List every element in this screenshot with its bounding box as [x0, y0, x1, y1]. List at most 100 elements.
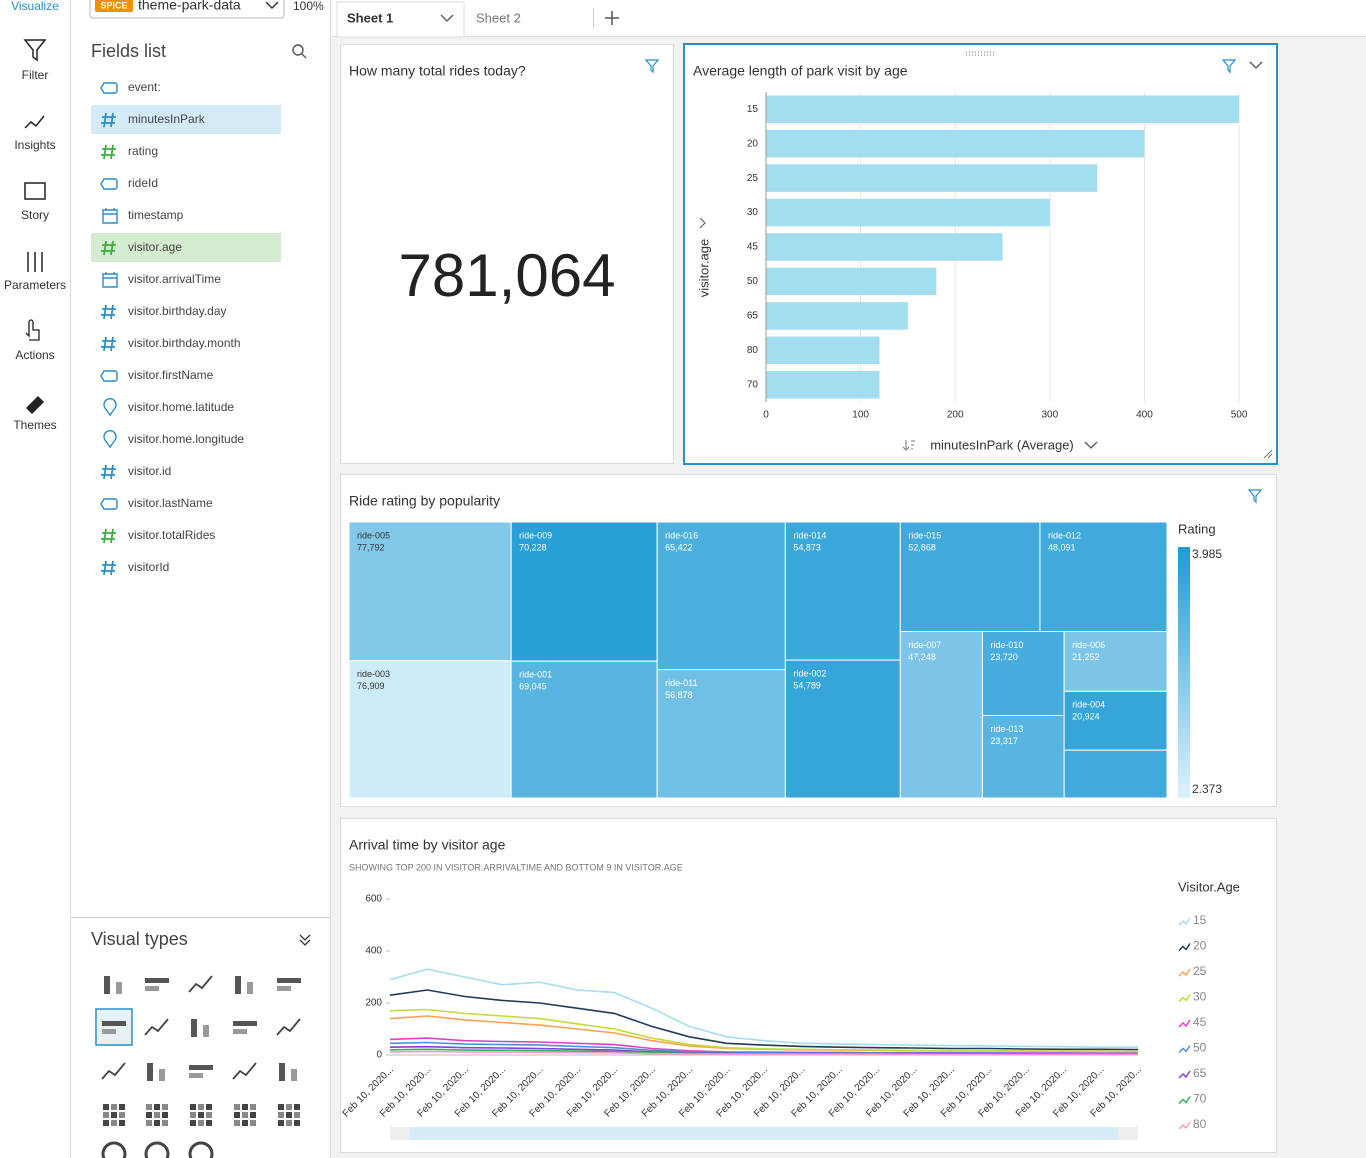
visual-type-icon[interactable] — [278, 1104, 284, 1110]
field-name[interactable]: visitor.totalRides — [128, 528, 215, 542]
sort-icon[interactable] — [902, 440, 915, 451]
axis-menu[interactable] — [1084, 441, 1098, 449]
visual-type-icon[interactable] — [233, 1021, 257, 1026]
visual-type-icon[interactable] — [198, 1120, 204, 1126]
visual-type-icon[interactable] — [276, 1018, 301, 1036]
visual-type-icon[interactable] — [250, 1112, 256, 1118]
visual-type-icon[interactable] — [277, 978, 301, 983]
visual-type-icon[interactable] — [154, 1112, 160, 1118]
nav-label[interactable]: Filter — [22, 68, 49, 82]
visual-type-icon[interactable] — [119, 1112, 125, 1118]
treemap-cell[interactable] — [510, 521, 658, 662]
kpi-visual[interactable] — [340, 44, 674, 464]
visual-type-icon[interactable] — [279, 1063, 285, 1081]
visual-type-icon[interactable] — [102, 1021, 126, 1026]
legend-label[interactable]: 20 — [1193, 939, 1207, 953]
visual-type-icon[interactable] — [146, 1120, 152, 1126]
visual-type-icon[interactable] — [206, 1104, 212, 1110]
treemap-cell[interactable] — [510, 660, 658, 799]
visual-type-icon[interactable] — [119, 1104, 125, 1110]
visual-type-icon[interactable] — [145, 986, 159, 991]
field-name[interactable]: minutesInPark — [128, 112, 206, 126]
search-icon[interactable] — [292, 44, 304, 56]
visual-type-icon[interactable] — [286, 1120, 292, 1126]
visual-type-icon[interactable] — [277, 986, 291, 991]
visual-type-icon[interactable] — [119, 1120, 125, 1126]
visual-type-icon[interactable] — [146, 1112, 152, 1118]
tab-menu[interactable] — [440, 14, 454, 22]
field-name[interactable]: visitor.arrivalTime — [128, 272, 221, 286]
treemap-cell[interactable] — [348, 521, 512, 662]
visual-type-icon[interactable] — [188, 975, 213, 993]
drag-handle[interactable] — [966, 51, 996, 56]
field-name[interactable]: visitor.firstName — [128, 368, 214, 382]
treemap-cell[interactable] — [1063, 749, 1168, 799]
legend-label[interactable]: 80 — [1193, 1117, 1207, 1131]
treemap-cell[interactable] — [348, 660, 512, 799]
visual-type-icon[interactable] — [242, 1120, 248, 1126]
line-visual[interactable] — [340, 818, 1277, 1153]
visual-type-icon[interactable] — [111, 1120, 117, 1126]
treemap-cell[interactable] — [784, 521, 901, 661]
visual-type-icon[interactable] — [104, 976, 110, 994]
treemap-cell[interactable] — [656, 521, 786, 671]
visual-type-icon[interactable] — [162, 1120, 168, 1126]
legend-label[interactable]: 30 — [1193, 990, 1207, 1004]
treemap-cell[interactable] — [1063, 690, 1168, 751]
visual-type-icon[interactable] — [144, 1141, 170, 1158]
field-name[interactable]: rideId — [128, 176, 158, 190]
visual-type-icon[interactable] — [102, 1029, 116, 1034]
visual-type-icon[interactable] — [144, 1018, 169, 1036]
visual-type-icon[interactable] — [116, 982, 122, 994]
visual-type-icon[interactable] — [294, 1112, 300, 1118]
visual-type-icon[interactable] — [232, 1062, 257, 1080]
legend-label[interactable]: 25 — [1193, 964, 1207, 978]
visual-type-icon[interactable] — [162, 1112, 168, 1118]
treemap-cell[interactable] — [981, 714, 1065, 799]
visual-type-icon[interactable] — [291, 1069, 297, 1081]
visual-type-icon[interactable] — [189, 1065, 213, 1070]
visual-type-icon[interactable] — [247, 982, 253, 994]
visual-type-icon[interactable] — [111, 1112, 117, 1118]
treemap-cell[interactable] — [981, 631, 1065, 716]
legend-label[interactable]: 15 — [1193, 913, 1207, 927]
field-name[interactable]: visitor.home.longitude — [128, 432, 244, 446]
nav-label[interactable]: Actions — [15, 348, 54, 362]
nav-label[interactable]: Story — [21, 208, 49, 222]
visual-type-icon[interactable] — [278, 1112, 284, 1118]
visual-type-selected[interactable] — [95, 1008, 133, 1046]
treemap-cell[interactable] — [784, 659, 901, 799]
visual-type-icon[interactable] — [145, 978, 169, 983]
field-name[interactable]: event: — [128, 80, 161, 94]
sheet-tab[interactable]: Sheet 1 — [347, 10, 393, 25]
visual-type-icon[interactable] — [206, 1112, 212, 1118]
visual-type-icon[interactable] — [190, 1104, 196, 1110]
visual-type-icon[interactable] — [234, 1104, 240, 1110]
legend-label[interactable]: 70 — [1193, 1092, 1207, 1106]
visual-type-icon[interactable] — [294, 1104, 300, 1110]
field-name[interactable]: visitor.id — [128, 464, 171, 478]
visual-type-icon[interactable] — [162, 1104, 168, 1110]
nav-label[interactable]: Insights — [14, 138, 55, 152]
field-name[interactable]: timestamp — [128, 208, 184, 222]
sheet-tab[interactable]: Sheet 2 — [476, 10, 521, 25]
visual-type-icon[interactable] — [111, 1104, 117, 1110]
visual-type-icon[interactable] — [234, 1112, 240, 1118]
visual-type-icon[interactable] — [189, 1073, 203, 1078]
axis-expand[interactable] — [699, 217, 706, 229]
visual-menu[interactable] — [1249, 61, 1263, 69]
visual-type-icon[interactable] — [286, 1104, 292, 1110]
field-name[interactable]: visitor.lastName — [128, 496, 213, 510]
scrollbar-thumb[interactable] — [410, 1127, 1118, 1140]
visual-type-icon[interactable] — [242, 1104, 248, 1110]
visual-type-icon[interactable] — [146, 1104, 152, 1110]
visual-type-icon[interactable] — [233, 1029, 247, 1034]
legend-label[interactable]: 65 — [1193, 1066, 1207, 1080]
visual-type-icon[interactable] — [154, 1104, 160, 1110]
nav-label[interactable]: Visualize — [11, 0, 59, 13]
visual-type-icon[interactable] — [147, 1063, 153, 1081]
visual-type-icon[interactable] — [198, 1104, 204, 1110]
dataset-select[interactable] — [89, 0, 285, 19]
visual-type-icon[interactable] — [103, 1112, 109, 1118]
filter-indicator[interactable] — [1247, 489, 1263, 504]
